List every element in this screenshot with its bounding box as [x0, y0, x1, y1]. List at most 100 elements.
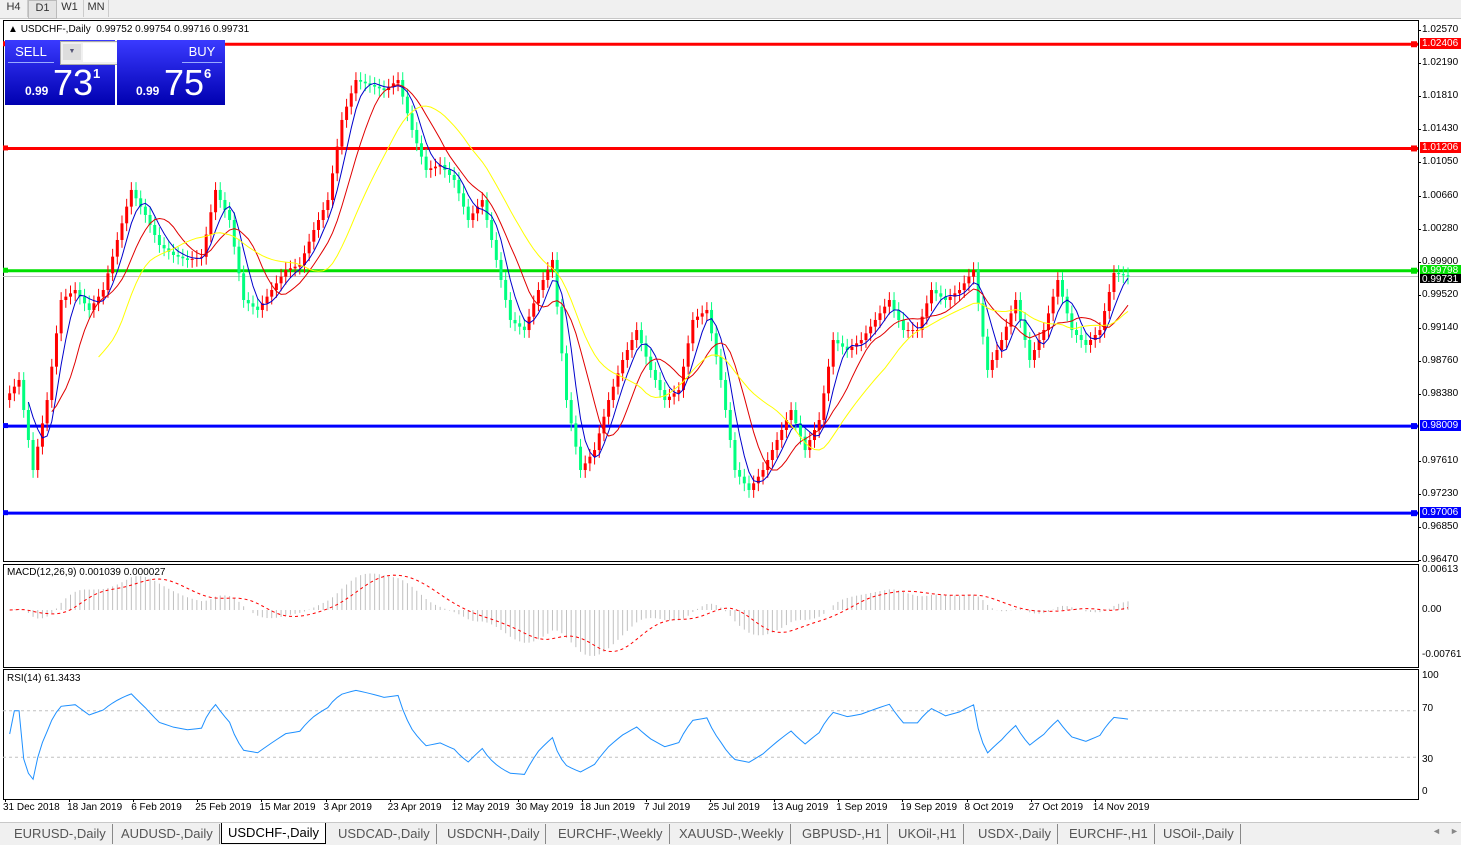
chart-tab[interactable]: USDCAD-,Daily: [332, 824, 437, 844]
date-tick-label: 3 Apr 2019: [323, 802, 372, 813]
level-price-label[interactable]: 0.97006: [1420, 507, 1461, 519]
date-tick: [5, 799, 6, 802]
chart-tab[interactable]: UKOil-,H1: [892, 824, 964, 844]
chart-tab[interactable]: USDCHF-,Daily: [221, 823, 326, 844]
buy-button[interactable]: BUY 0.99 75 6: [117, 40, 225, 105]
price-tick: [1418, 526, 1421, 528]
date-tick: [389, 799, 391, 802]
one-click-trading-panel: SELL 0.99 73 1 ▼ 1.00 ▲ BUY 0.99 75 6: [5, 40, 225, 105]
macd-label: MACD(12,26,9) 0.001039 0.000027: [7, 567, 166, 578]
date-tick: [325, 799, 327, 802]
symbol-label: USDCHF-,Daily: [20, 24, 91, 35]
price-tick: [1418, 493, 1421, 495]
date-tick: [966, 799, 968, 802]
rsi-tick-label: 30: [1422, 754, 1434, 765]
date-tick: [453, 799, 455, 802]
price-tick: [1418, 95, 1421, 97]
date-tick-label: 13 Aug 2019: [772, 802, 829, 813]
timeframe-h4[interactable]: H4: [0, 0, 28, 17]
date-tick-label: 18 Jan 2019: [67, 802, 123, 813]
date-tick: [774, 799, 776, 802]
date-tick-label: 18 Jun 2019: [579, 802, 635, 813]
price-tick: [1418, 261, 1421, 263]
chart-tabs: EURUSD-,Daily AUDUSD-,Daily USDCHF-,Daily U…: [0, 822, 1461, 845]
volume-down-icon[interactable]: ▼: [63, 44, 81, 60]
date-tick-label: 7 Jul 2019: [644, 802, 691, 813]
date-tick-label: 15 Mar 2019: [259, 802, 316, 813]
date-tick: [581, 799, 583, 802]
price-tick-label: 0.96850: [1422, 520, 1459, 532]
sell-prefix: 0.99: [25, 84, 49, 98]
price-tick: [1418, 460, 1421, 462]
chart-tab[interactable]: GBPUSD-,H1: [796, 824, 889, 844]
current-price-label: 0.99731: [1420, 273, 1461, 283]
ohlc-values: 0.99752 0.99754 0.99716 0.99731: [96, 24, 250, 35]
price-tick-label: 1.01810: [1422, 89, 1459, 101]
price-tick: [1418, 393, 1421, 395]
date-tick: [1094, 799, 1096, 802]
date-tick: [902, 799, 904, 802]
sell-label: SELL: [8, 42, 54, 63]
price-tick-label: 1.00280: [1422, 222, 1459, 234]
date-tick: [69, 799, 71, 802]
price-tick: [1418, 62, 1421, 64]
chart-tab[interactable]: EURCHF-,H1: [1063, 824, 1155, 844]
price-tick-label: 0.97230: [1422, 487, 1459, 499]
date-tick: [710, 799, 712, 802]
price-tick: [1418, 360, 1421, 362]
date-tick-label: 25 Feb 2019: [195, 802, 252, 813]
buy-pip: 6: [204, 66, 212, 81]
rsi-tick-label: 70: [1422, 703, 1434, 714]
tab-scroll-left-icon[interactable]: ◄: [1432, 826, 1441, 836]
macd-tick-label: 0.00: [1422, 604, 1442, 615]
date-tick-label: 12 May 2019: [451, 802, 510, 813]
collapse-icon[interactable]: ▲: [8, 24, 18, 35]
chart-tab[interactable]: XAUUSD-,Weekly: [673, 824, 791, 844]
price-tick: [1418, 161, 1421, 163]
rsi-tick-label: 0: [1422, 786, 1428, 797]
rsi-panel[interactable]: [3, 669, 1419, 800]
date-tick-label: 19 Sep 2019: [900, 802, 958, 813]
date-tick-label: 25 Jul 2019: [708, 802, 760, 813]
timeframe-mn[interactable]: MN: [84, 0, 109, 17]
price-tick-label: 0.99520: [1422, 288, 1459, 300]
level-price-label[interactable]: 1.02406: [1420, 38, 1461, 50]
price-tick: [1418, 30, 1421, 31]
sell-pip: 1: [93, 66, 101, 81]
tab-scroll-right-icon[interactable]: ►: [1450, 826, 1459, 836]
timeframe-toolbar: H4 D1 W1 MN: [0, 0, 1461, 19]
macd-panel[interactable]: [3, 564, 1419, 668]
chart-tab[interactable]: AUDUSD-,Daily: [115, 824, 220, 844]
price-tick: [1418, 195, 1421, 197]
rsi-tick-label: 100: [1422, 670, 1439, 681]
price-tick-label: 0.99140: [1422, 321, 1459, 333]
date-tick: [197, 799, 199, 802]
date-tick: [646, 799, 647, 802]
buy-label: BUY: [182, 42, 222, 63]
chart-tab[interactable]: USOil-,Daily: [1157, 824, 1241, 844]
price-tick: [1418, 128, 1421, 130]
timeframe-d1[interactable]: D1: [28, 0, 57, 19]
level-price-label[interactable]: 0.98009: [1420, 420, 1461, 432]
date-tick-label: 6 Feb 2019: [131, 802, 182, 813]
price-tick-label: 0.97610: [1422, 454, 1459, 466]
price-tick-label: 1.01430: [1422, 122, 1459, 134]
chart-tab[interactable]: EURCHF-,Weekly: [552, 824, 670, 844]
date-tick-label: 27 Oct 2019: [1028, 802, 1084, 813]
timeframe-w1[interactable]: W1: [56, 0, 84, 17]
price-tick-label: 1.02190: [1422, 56, 1459, 68]
chart-tab[interactable]: EURUSD-,Daily: [8, 824, 113, 844]
sell-price: 73: [53, 62, 94, 103]
date-tick-label: 23 Apr 2019: [387, 802, 442, 813]
date-tick: [1030, 799, 1032, 802]
chart-tab[interactable]: USDX-,Daily: [972, 824, 1058, 844]
level-price-label[interactable]: 0.99798: [1420, 264, 1461, 276]
price-tick: [1418, 294, 1421, 296]
date-tick-label: 31 Dec 2018: [3, 802, 60, 813]
level-price-label[interactable]: 1.01206: [1420, 142, 1461, 154]
chart-tab[interactable]: USDCNH-,Daily: [441, 824, 547, 844]
date-tick-label: 14 Nov 2019: [1092, 802, 1150, 813]
buy-prefix: 0.99: [136, 84, 160, 98]
date-tick-label: 1 Sep 2019: [836, 802, 888, 813]
price-tick-label: 0.99900: [1422, 255, 1459, 267]
